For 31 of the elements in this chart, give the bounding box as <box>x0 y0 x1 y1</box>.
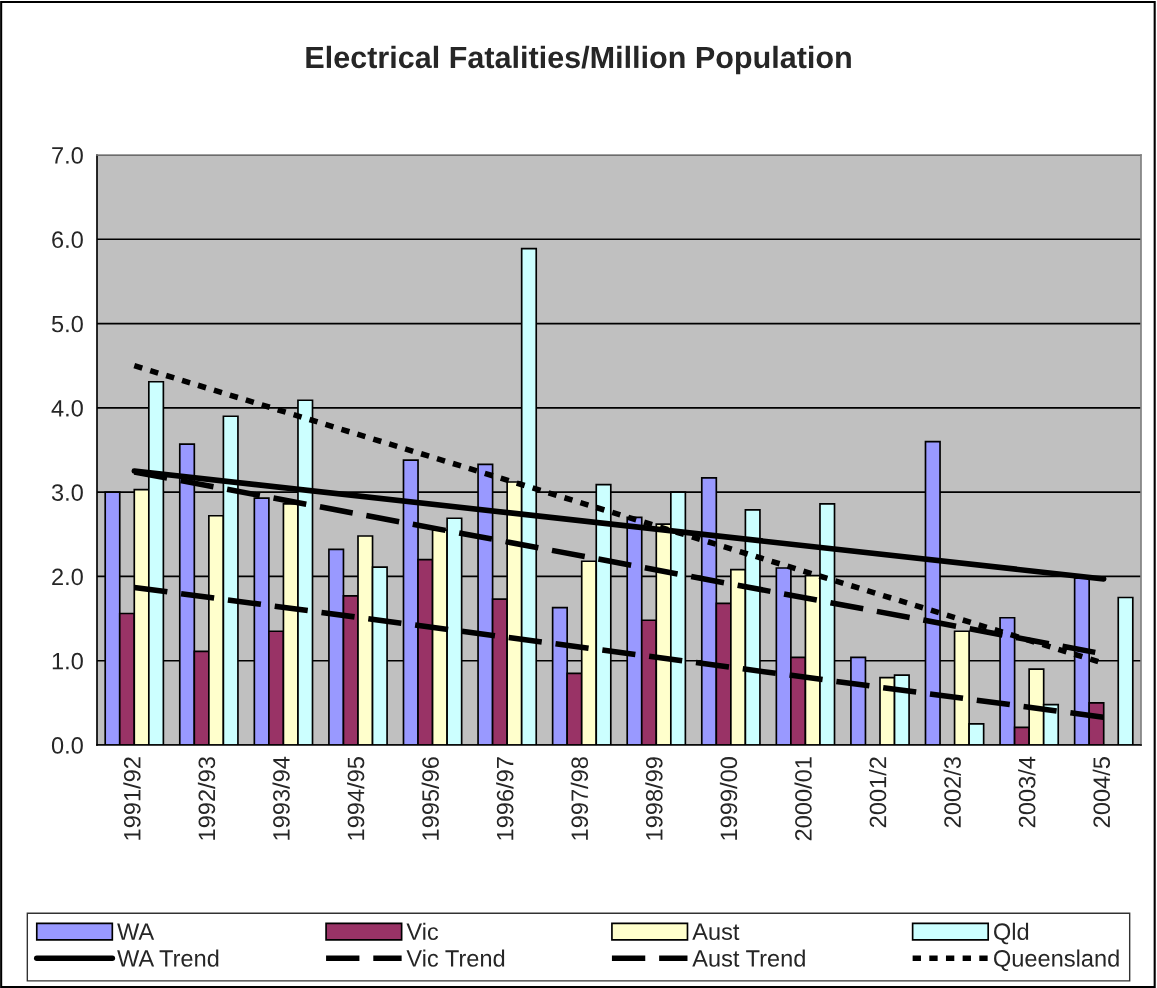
y-tick-label: 5.0 <box>51 315 83 333</box>
x-tick-label: 1993/94 <box>272 756 290 840</box>
y-tick-label: 7.0 <box>52 147 83 164</box>
y-tick-label: 6.0 <box>52 231 83 249</box>
x-tick-label: 1998/99 <box>645 757 663 840</box>
x-tick-label: 1992/93 <box>197 757 216 840</box>
x-tick-label: 2003/4 <box>1018 756 1036 828</box>
legend-label: Queensland <box>994 949 1119 972</box>
legend-label: Vic Trend <box>406 949 505 967</box>
x-tick-label: 2004/5 <box>1092 757 1111 828</box>
y-tick-label: 1.0 <box>52 652 83 670</box>
legend-label: WA Trend <box>117 949 219 967</box>
y-tick-label: 4.0 <box>51 399 83 417</box>
y-tick-label: 0.0 <box>51 737 83 754</box>
legend-label: Aust Trend <box>692 949 805 967</box>
x-tick-label: 1995/96 <box>421 757 439 840</box>
legend-label: Qld <box>994 922 1029 945</box>
y-tick-label: 2.0 <box>52 568 83 586</box>
y-tick-label: 3.0 <box>51 484 83 501</box>
x-tick-label: 1991/92 <box>123 757 141 840</box>
x-tick-label: 2002/3 <box>943 757 961 828</box>
chart-title: Electrical Fatalities/Million Population <box>306 45 851 75</box>
x-tick-label: 1999/00 <box>719 757 738 840</box>
legend-label: Aust <box>692 923 740 941</box>
x-tick-label: 1997/98 <box>570 757 589 840</box>
x-tick-label: 1996/97 <box>496 757 514 840</box>
x-tick-label: 2000/01 <box>794 757 812 841</box>
legend-label: WA <box>117 923 155 940</box>
legend-label: Vic <box>406 922 439 941</box>
x-tick-label: 2001/2 <box>868 757 887 828</box>
x-tick-label: 1994/95 <box>347 757 365 840</box>
